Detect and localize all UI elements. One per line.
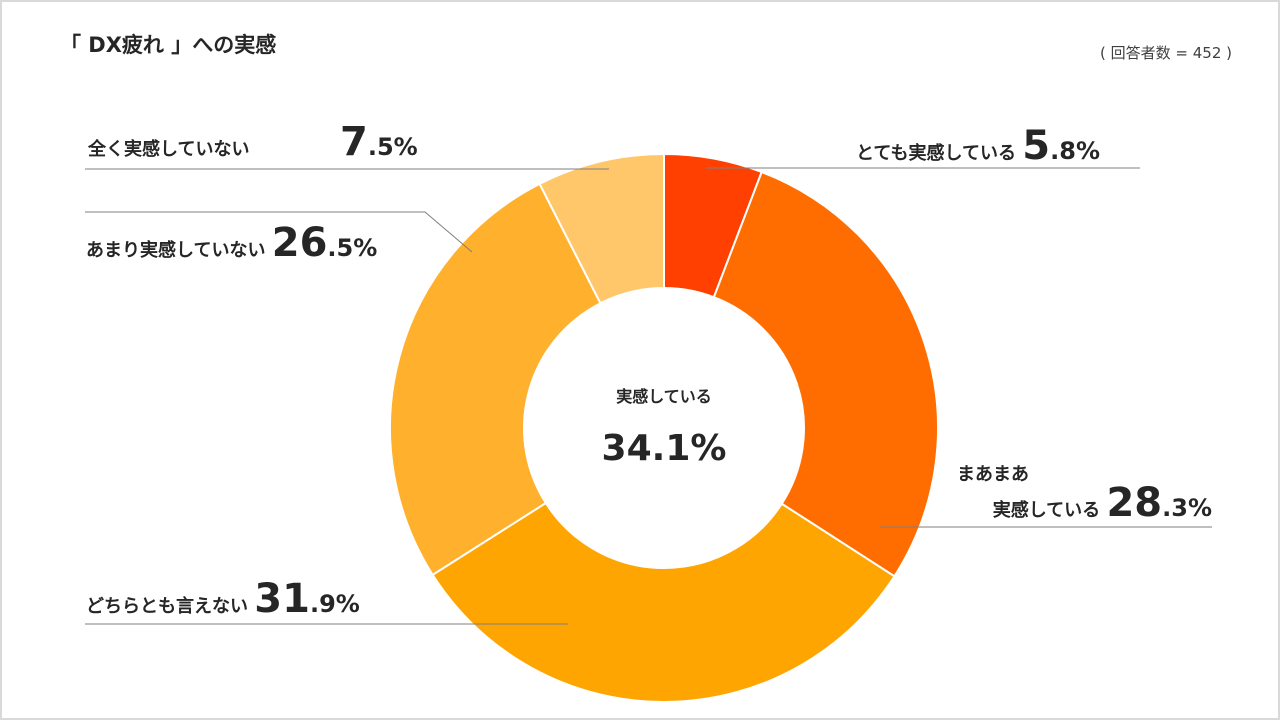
category-somewhat-line1: まあまあ	[957, 464, 1029, 485]
slice-somewhat	[712, 170, 939, 578]
donut-slices	[389, 152, 939, 704]
category-not-at-all: 全く実感していない	[87, 138, 249, 160]
leader-line-not-much	[85, 211, 473, 253]
slice-neutral	[431, 501, 896, 704]
value-dec-somewhat: .3%	[1162, 494, 1212, 522]
value-int-somewhat: 28	[1106, 480, 1162, 526]
chart-title: 「 DX疲れ 」への実感	[60, 33, 276, 57]
label-group-neutral: どちらとも言えない 31.9%	[85, 576, 568, 625]
label-group-somewhat: まあまあ 実感している 28.3%	[880, 464, 1212, 528]
value-int-not-much: 26	[272, 220, 328, 266]
category-neutral: どちらとも言えない	[86, 595, 248, 617]
slice-label-somewhat: 実感している 28.3%	[993, 480, 1212, 526]
value-int-very-much: 5	[1022, 123, 1050, 169]
label-group-very-much: とても実感している 5.8%	[706, 123, 1140, 169]
slice-not-much	[389, 182, 602, 577]
category-not-much: あまり実感していない	[86, 239, 265, 261]
value-dec-neutral: .9%	[310, 590, 360, 618]
category-very-much: とても実感している	[856, 142, 1016, 164]
value-not-at-all: 7.5%	[340, 119, 418, 165]
slice-label-neutral: どちらとも言えない 31.9%	[86, 576, 360, 622]
value-int-not-at-all: 7	[340, 119, 368, 165]
center-value: 34.1%	[602, 428, 727, 469]
respondent-count: ( 回答者数 = 452 )	[1100, 44, 1232, 62]
value-int-neutral: 31	[254, 576, 310, 622]
value-dec-not-at-all: .5%	[368, 133, 418, 161]
slice-label-not-much: あまり実感していない 26.5%	[86, 220, 377, 266]
slice-label-very-much: とても実感している 5.8%	[856, 123, 1100, 169]
value-dec-not-much: .5%	[327, 234, 377, 262]
value-dec-very-much: .8%	[1050, 137, 1100, 165]
slice-not-at-all	[538, 152, 665, 305]
category-somewhat-line2: 実感している	[993, 499, 1100, 521]
label-group-not-at-all: 全く実感していない 7.5%	[85, 119, 609, 170]
label-group-not-much: あまり実感していない 26.5%	[85, 211, 473, 266]
center-label: 実感している	[616, 387, 712, 406]
